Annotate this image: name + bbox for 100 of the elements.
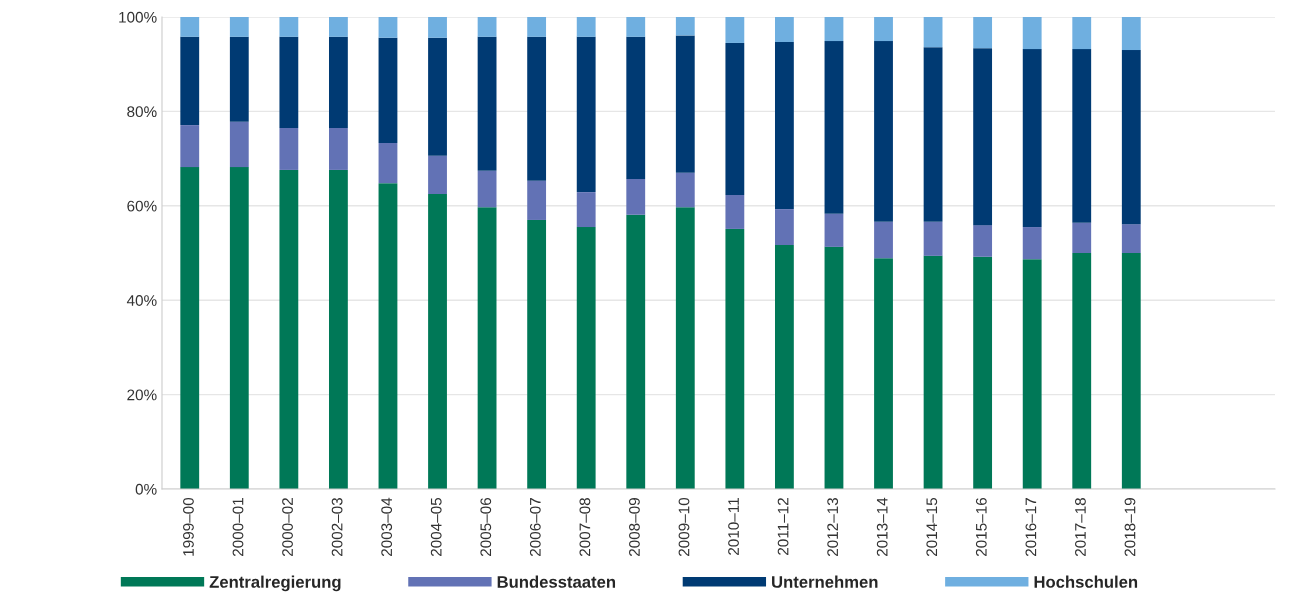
bar (774, 209, 794, 245)
x-tick-label: 2000–01 (232, 498, 244, 557)
bar (675, 17, 695, 36)
x-tick-label: 2013–14 (876, 497, 888, 557)
bar (626, 17, 646, 37)
bar (973, 17, 993, 49)
bar (1121, 224, 1141, 253)
y-tick-label: 80% (127, 106, 157, 118)
bar (576, 17, 596, 37)
y-tick-label: 100% (119, 11, 157, 23)
bar (1022, 227, 1042, 260)
bar (279, 36, 299, 128)
bar (774, 42, 794, 210)
bar (279, 127, 299, 170)
x-tick-label: 2012–13 (827, 498, 839, 557)
bar (576, 192, 596, 228)
bar (576, 227, 596, 489)
x-tick-label: 2002–03 (331, 498, 343, 557)
bar (180, 167, 200, 489)
bar (329, 36, 348, 128)
bar (477, 207, 497, 489)
bar (774, 244, 794, 489)
bar (874, 17, 893, 42)
bar (1072, 222, 1092, 253)
bar (477, 36, 497, 171)
bar (229, 167, 249, 489)
bar (329, 17, 348, 37)
bar (973, 48, 993, 226)
x-tick-label: 2004–05 (430, 497, 442, 557)
bar (824, 17, 844, 42)
x-tick-label: 2006–07 (529, 498, 541, 557)
bar (1121, 17, 1141, 51)
x-tick-label: 2005–06 (480, 498, 492, 557)
bar (725, 42, 745, 195)
bar (428, 194, 447, 489)
x-tick-label: 2015–16 (975, 498, 987, 557)
bar (378, 183, 398, 489)
x-tick-label: 2016–17 (1025, 498, 1037, 557)
bar (527, 180, 547, 220)
x-tick-label: 2017–18 (1075, 497, 1086, 557)
bar (1121, 50, 1141, 225)
bar (229, 121, 249, 168)
bar (527, 17, 547, 37)
bar (279, 17, 299, 37)
bar (378, 143, 398, 184)
bar (527, 36, 547, 181)
legend-label: Bundesstaaten (497, 575, 616, 588)
x-tick-label: 2010–11 (728, 498, 739, 555)
bar (1072, 17, 1092, 50)
bar (378, 37, 398, 144)
bar (229, 17, 249, 37)
bar (626, 178, 646, 215)
y-tick-label: 60% (127, 200, 157, 212)
bar (576, 36, 596, 193)
bar (824, 213, 844, 247)
bar (1022, 49, 1042, 228)
bar (725, 228, 745, 489)
bar (874, 258, 893, 489)
bar (626, 214, 646, 489)
bar (824, 246, 844, 489)
bar (626, 36, 646, 179)
y-tick-label: 40% (126, 295, 157, 306)
bar (1022, 17, 1042, 50)
bar (1022, 259, 1042, 489)
x-tick-label: 2003–04 (381, 497, 393, 557)
bar (1072, 49, 1092, 223)
x-tick-label: 2009–10 (678, 497, 690, 557)
legend-label: Zentralregierung (209, 575, 341, 592)
bar (824, 41, 844, 214)
bar (1121, 253, 1141, 489)
bar (874, 221, 893, 259)
bar (329, 127, 348, 170)
bar (874, 41, 893, 222)
bar (329, 169, 348, 489)
bar (923, 255, 943, 489)
y-tick-label: 0% (135, 483, 157, 495)
bar (923, 47, 943, 222)
bar (477, 170, 497, 208)
legend-label: Hochschulen (1034, 575, 1138, 588)
x-tick-label: 2011–12 (777, 498, 789, 555)
bar (923, 17, 943, 48)
bar (428, 155, 447, 194)
bar (378, 17, 398, 38)
legend-label: Unternehmen (772, 575, 878, 588)
bar (973, 225, 993, 257)
bar (725, 17, 745, 43)
bar (527, 219, 547, 489)
x-tick-label: 2018–19 (1124, 498, 1136, 557)
bar (675, 35, 695, 173)
y-tick-label: 20% (127, 389, 157, 401)
x-tick-label: 2014–15 (926, 497, 938, 557)
bar (229, 36, 249, 122)
bar (923, 221, 943, 256)
bar (675, 207, 695, 489)
bar (1072, 253, 1092, 489)
bar (428, 17, 447, 38)
bar (428, 37, 447, 156)
bar (180, 17, 200, 37)
x-tick-label: 2008–09 (629, 498, 640, 557)
bar (279, 169, 299, 489)
